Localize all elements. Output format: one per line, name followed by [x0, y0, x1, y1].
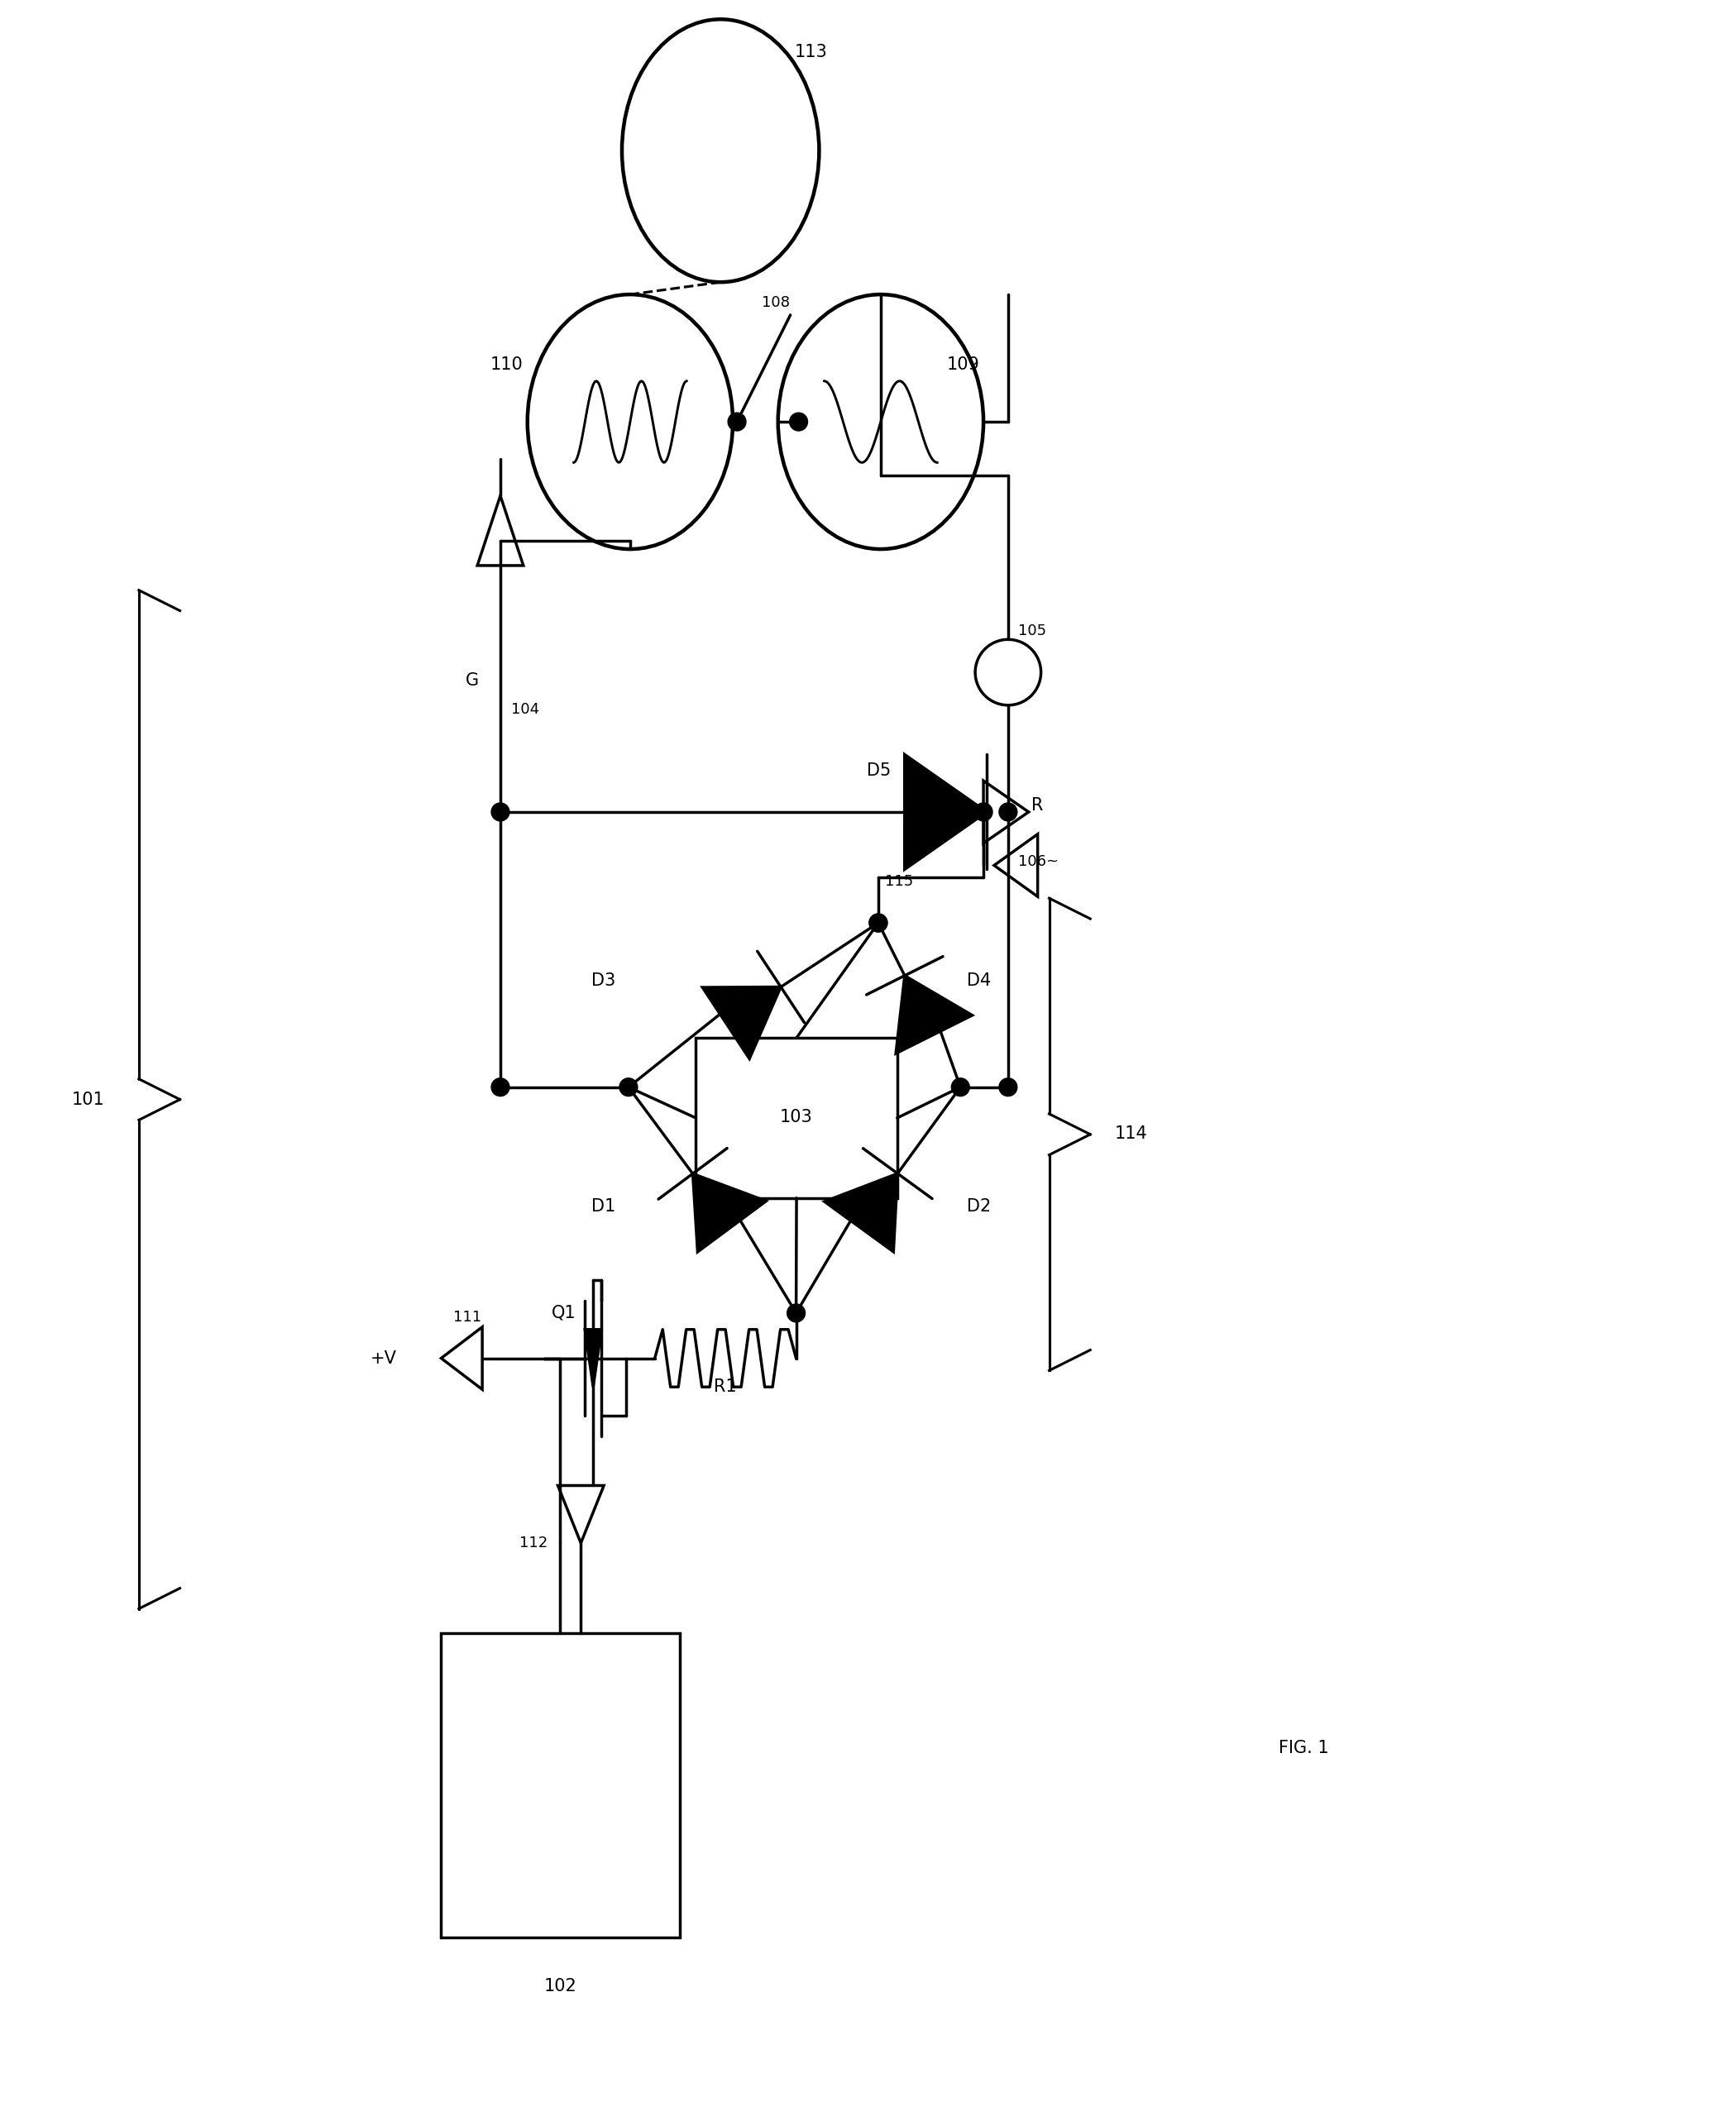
Text: FIG. 1: FIG. 1: [1279, 1740, 1330, 1757]
Text: Q1: Q1: [552, 1305, 576, 1322]
Text: 109: 109: [946, 355, 979, 372]
Text: 108: 108: [762, 294, 790, 311]
Circle shape: [491, 1078, 509, 1095]
Polygon shape: [693, 1173, 766, 1253]
Text: D1: D1: [592, 1198, 615, 1215]
Circle shape: [974, 803, 993, 822]
Circle shape: [870, 914, 887, 931]
Text: 112: 112: [519, 1537, 549, 1551]
Circle shape: [951, 1078, 969, 1095]
Circle shape: [998, 1078, 1017, 1095]
Text: 106~: 106~: [1017, 853, 1059, 868]
Text: 102: 102: [543, 1978, 576, 1995]
Text: 114: 114: [1115, 1127, 1147, 1141]
Text: +V: +V: [370, 1349, 398, 1366]
Text: 111: 111: [453, 1310, 481, 1324]
Text: 104: 104: [510, 702, 540, 717]
Text: 101: 101: [71, 1091, 104, 1108]
Text: D4: D4: [967, 971, 991, 988]
Text: R1: R1: [713, 1379, 736, 1396]
Polygon shape: [904, 755, 986, 870]
Text: D2: D2: [967, 1198, 991, 1215]
Polygon shape: [825, 1173, 898, 1253]
Text: G: G: [465, 673, 479, 689]
Circle shape: [620, 1078, 637, 1095]
Circle shape: [870, 914, 887, 931]
Circle shape: [491, 803, 509, 822]
Text: 113: 113: [795, 44, 828, 61]
Text: D5: D5: [866, 763, 891, 780]
Circle shape: [790, 412, 807, 431]
Text: 105: 105: [1017, 624, 1047, 639]
Text: 115: 115: [885, 874, 913, 889]
Text: 110: 110: [491, 355, 523, 372]
Polygon shape: [585, 1328, 601, 1387]
Circle shape: [998, 803, 1017, 822]
Text: D3: D3: [592, 971, 615, 988]
Circle shape: [786, 1303, 806, 1322]
Text: R: R: [1031, 797, 1043, 813]
Polygon shape: [703, 988, 781, 1059]
Circle shape: [727, 412, 746, 431]
Polygon shape: [896, 975, 972, 1053]
Text: 103: 103: [779, 1110, 812, 1127]
